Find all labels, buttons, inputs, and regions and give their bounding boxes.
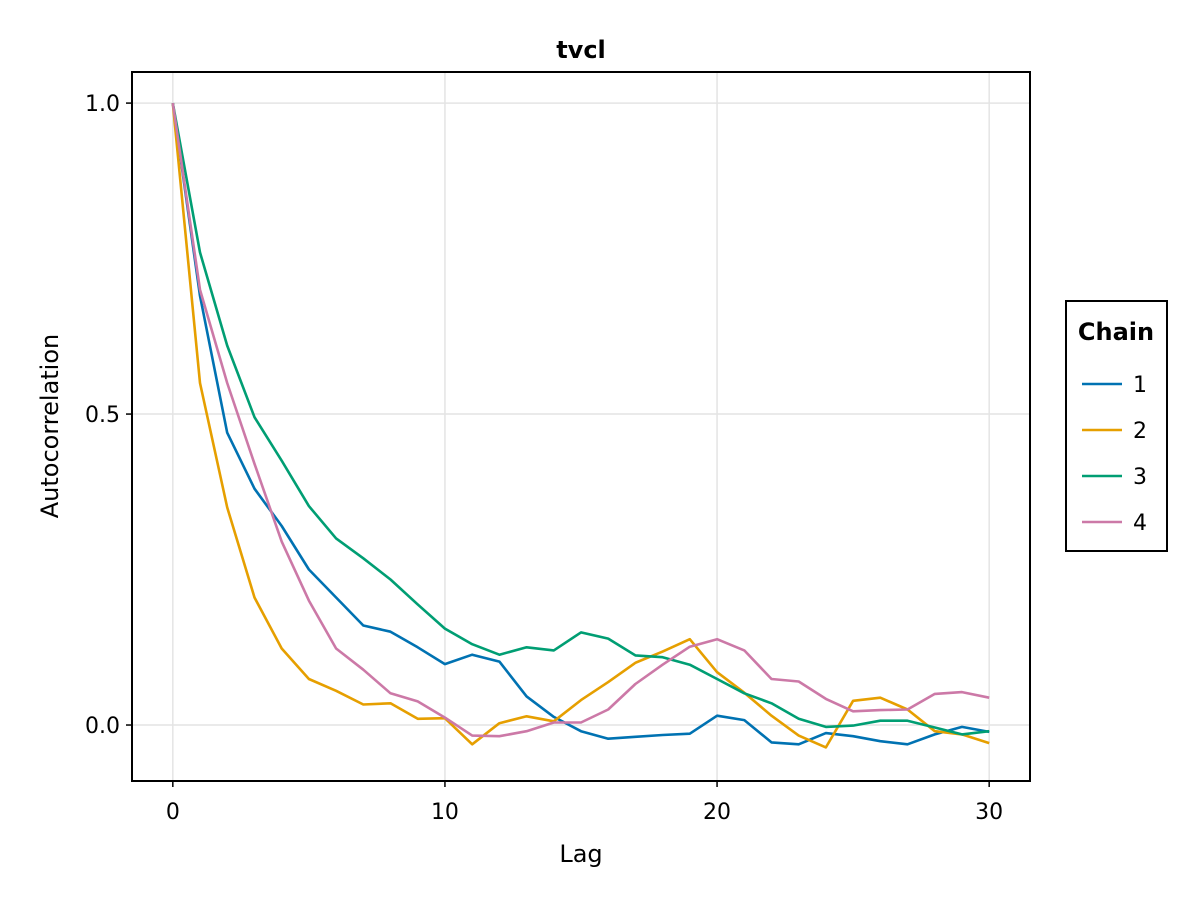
legend-label-chain-2: 2 [1133,419,1147,444]
plot-frame [131,71,1031,782]
legend-label-chain-3: 3 [1133,465,1147,490]
legend-title: Chain [1078,318,1154,346]
x-tick-label: 10 [431,800,459,825]
legend-label-chain-4: 4 [1133,511,1147,536]
chart-title: tvcl [556,36,606,64]
x-tick-label: 20 [703,800,731,825]
series-line-chain-2 [171,102,990,749]
y-tick-label: 0.5 [85,403,120,428]
x-axis-label: Lag [559,840,602,868]
series-line-chain-1 [171,102,990,746]
y-tick-label: 0.0 [85,714,120,739]
series-lines [171,102,990,749]
legend-box [1065,300,1168,552]
legend: Chain 1 2 3 4 [1065,300,1168,552]
series-line-chain-4 [171,102,990,738]
legend-label-chain-1: 1 [1133,373,1147,398]
axis-ticks: 0 10 20 30 0.0 0.5 1.0 [85,92,1003,825]
x-tick-label: 30 [975,800,1003,825]
y-axis-label: Autocorrelation [36,334,64,519]
legend-items: 1 2 3 4 [1082,373,1147,536]
x-tick-label: 0 [166,800,180,825]
series-line-chain-3 [171,102,990,736]
grid [132,72,1030,781]
y-tick-label: 1.0 [85,92,120,117]
